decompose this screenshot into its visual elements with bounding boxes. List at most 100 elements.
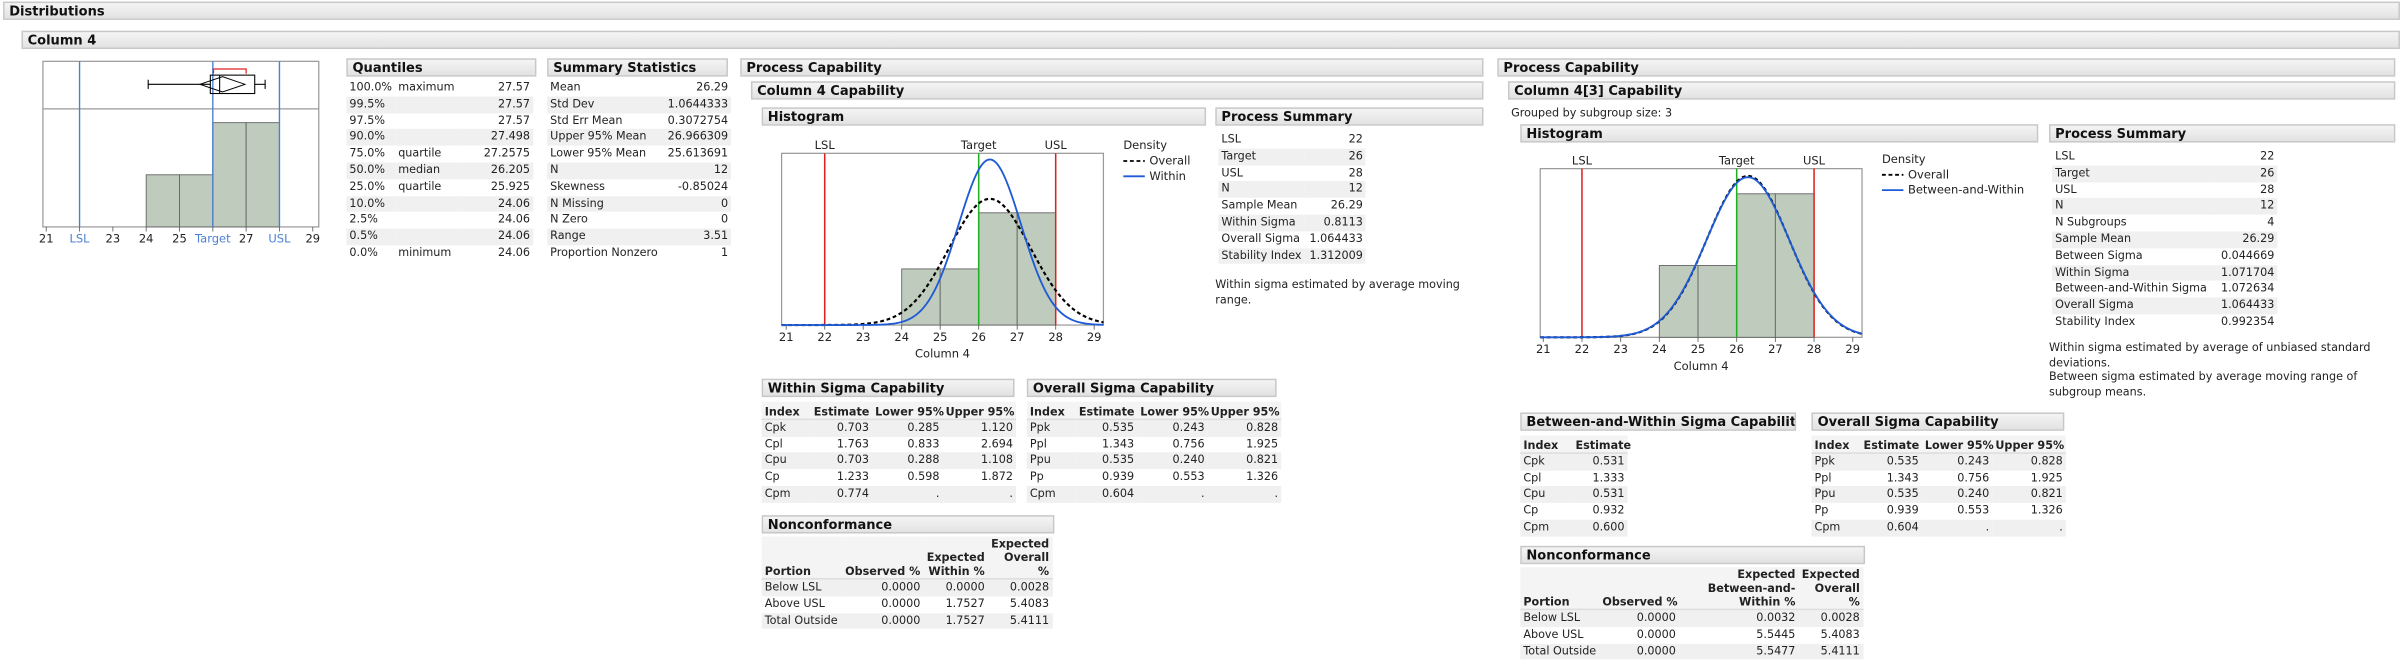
cell-value: 1.7527 <box>923 612 988 630</box>
legend-label: Within <box>1149 169 1186 183</box>
cell-value: 28 <box>2260 181 2275 196</box>
histogram-bar <box>212 122 247 228</box>
cell-value: . <box>1921 519 1993 537</box>
cell-value: 1.108 <box>942 452 1017 470</box>
quantile-percent: 75.0% <box>349 145 385 160</box>
outline-header[interactable]: Column 4 Capability <box>750 81 1484 100</box>
table-row: Between-and-Within Sigma 1.072634 <box>2052 281 2277 298</box>
quantile-value: 26.205 <box>462 162 534 180</box>
column-title[interactable]: Column 4 <box>21 30 2400 50</box>
outline-header[interactable]: Histogram <box>761 107 1207 126</box>
cell-value: 0.531 <box>1572 452 1628 471</box>
cell-value: 0.535 <box>1860 452 1922 471</box>
cell-value: 0 <box>721 212 729 226</box>
table-row: Proportion Nonzero 1 <box>547 245 731 262</box>
outline-header[interactable]: Process Capability <box>740 58 1484 77</box>
row-label: Upper 95% Mean <box>547 129 661 146</box>
table-row: Within Sigma 1.071704 <box>2052 264 2278 282</box>
outline-header[interactable]: Process Summary <box>1215 107 1484 126</box>
table-row: Std Err Mean 0.3072754 <box>547 113 731 130</box>
column-header: Observed % <box>840 536 924 580</box>
cell-value: 0.240 <box>1137 452 1208 470</box>
outline-header[interactable]: Overall Sigma Capability <box>1811 412 2065 431</box>
spec-label: Target <box>1718 153 1755 167</box>
x-tick-label: 29 <box>305 232 320 246</box>
cell-value: 22 <box>2260 148 2275 163</box>
table-row: Cp 1.233 0.598 1.872 <box>762 469 1016 486</box>
column-header: Portion <box>761 536 841 580</box>
grouped-note: Grouped by subgroup size: 3 <box>1511 105 1673 120</box>
cell-value: 1.312009 <box>1304 247 1366 265</box>
row-label: Range <box>547 228 661 246</box>
table-row: LSL 22 <box>1218 132 1366 149</box>
table-row: Ppl 1.343 0.756 1.925 <box>1027 436 1281 453</box>
column-header: Index <box>1026 401 1076 420</box>
row-label: Within Sigma <box>2052 264 2210 282</box>
table-row: Cpl 1.763 0.833 2.694 <box>762 436 1016 453</box>
row-label: Below LSL <box>1520 609 1600 627</box>
table-row: Stability Index 1.312009 <box>1218 247 1366 265</box>
outline-header[interactable]: Summary Statistics <box>547 58 728 77</box>
cell-value: 5.4111 <box>1798 643 1863 660</box>
table-row: N Subgroups 4 <box>2052 215 2277 232</box>
histogram-bar <box>1697 265 1738 338</box>
outline-header[interactable]: Nonconformance <box>1520 545 1866 565</box>
x-tick-label: 22 <box>1575 342 1590 356</box>
cell-value: 5.4083 <box>1009 596 1050 610</box>
x-tick-label: 28 <box>1048 330 1063 344</box>
x-axis-title: Column 4 <box>915 347 970 361</box>
header-row: Index Estimate Lower 95% Upper 95% <box>761 401 1017 420</box>
quantile-label <box>395 129 463 146</box>
cell-value: 1.233 <box>836 469 869 484</box>
outline-header[interactable]: Within Sigma Capability <box>761 378 1015 398</box>
shortest-half <box>212 68 247 74</box>
histogram-bar <box>1736 193 1776 338</box>
x-tick-label: 27 <box>1768 342 1783 356</box>
table-row: Cpu 0.703 0.288 1.108 <box>761 452 1017 470</box>
cell-value: 0.285 <box>872 419 943 437</box>
outline-header[interactable]: Quantiles <box>346 58 537 77</box>
cell-value: . <box>1137 485 1208 503</box>
table-row: Cpm 0.604.. <box>1811 519 2066 537</box>
row-label: Cpk <box>761 419 811 437</box>
data-table: Index Estimate Lower 95% Upper 95% Ppk 0.535 0… <box>1811 435 2066 537</box>
outline-header[interactable]: Column 4[3] Capability <box>1508 81 2396 100</box>
column-header: Lower 95% <box>872 401 944 420</box>
histogram-bar <box>1658 265 1699 338</box>
outline-header[interactable]: Process Summary <box>2048 124 2396 143</box>
cell-value: 28 <box>1348 164 1363 179</box>
outline-header[interactable]: Histogram <box>1520 124 2039 143</box>
column-header: Index <box>1811 435 1861 454</box>
cell-value: 0.756 <box>1957 470 1990 484</box>
row-label: Above USL <box>764 596 825 610</box>
report-title[interactable]: Distributions <box>3 1 2400 20</box>
x-tick-label: 21 <box>39 232 54 246</box>
cell-value: 0.0000 <box>840 612 924 630</box>
quantile-percent: 0.5% <box>346 228 396 246</box>
table-row: N Zero 0 <box>547 212 731 229</box>
row-label: Sample Mean <box>1221 198 1298 212</box>
x-tick-label: Target <box>194 232 231 246</box>
column-header: Expected Between-and-Within % <box>1678 567 1799 611</box>
cell-value: 0.703 <box>810 419 873 437</box>
data-table: Index Estimate Lower 95% Upper 95% Cpk 0.703 0… <box>761 401 1017 503</box>
cell-value: 0.703 <box>810 452 873 470</box>
spec-label: LSL <box>815 138 836 152</box>
x-tick-label: 25 <box>1691 342 1706 356</box>
box <box>209 74 256 95</box>
outline-header[interactable]: Process Capability <box>1497 58 2396 77</box>
outline-header[interactable]: Overall Sigma Capability <box>1026 378 1277 398</box>
cell-value: 0.0028 <box>987 578 1053 597</box>
density-curve <box>1540 176 1863 339</box>
row-label: N Zero <box>550 212 588 226</box>
column-header: Estimate <box>810 401 873 420</box>
table-row: USL 28 <box>2052 182 2277 199</box>
quantile-value: 25.925 <box>490 179 530 193</box>
column-header: Portion <box>1520 567 1600 611</box>
outline-header[interactable]: Nonconformance <box>761 515 1055 534</box>
table-row: Lower 95% Mean 25.613691 <box>547 146 731 163</box>
outline-header[interactable]: Between-and-Within Sigma Capability <box>1520 412 1797 431</box>
table-row: Cpm 0.604.. <box>1026 485 1282 503</box>
data-table: LSL 22 Target 26 USL 28 N 12 N Subgroups 4 Sample … <box>2052 148 2278 331</box>
